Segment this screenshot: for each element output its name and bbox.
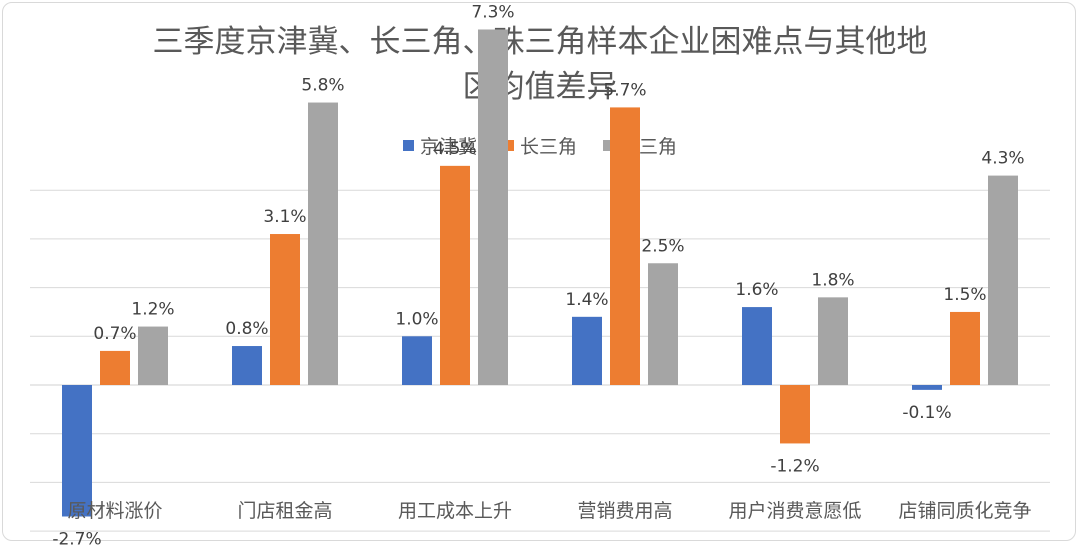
chart-legend: 京津冀 长三角 珠三角 (0, 132, 1080, 158)
bar-3-3 (478, 29, 508, 386)
data-label-3-2: 5.8% (301, 76, 344, 96)
x-tick-label-5: 用户消费意愿低 (728, 500, 861, 522)
data-label-3-1: 1.2% (131, 300, 174, 320)
x-tick-label-4: 营销费用高 (577, 500, 672, 522)
bar-3-4 (648, 263, 678, 385)
x-tick-label-3: 用工成本上升 (398, 500, 512, 522)
data-label-2-1: 0.7% (93, 324, 136, 344)
legend-label-series-2: 长三角 (519, 135, 577, 158)
legend-label-series-1: 京津冀 (419, 135, 477, 158)
bar-1-5 (742, 307, 772, 385)
data-label-3-6: 4.3% (981, 149, 1024, 169)
bar-3-6 (988, 175, 1018, 385)
legend-item-series-1: 京津冀 (402, 132, 477, 159)
x-tick-label-1: 原材料涨价 (67, 500, 162, 522)
legend-swatch-series-3 (603, 139, 614, 151)
data-label-2-5: -1.2% (770, 456, 819, 476)
data-label-1-6: -0.1% (902, 403, 951, 423)
bar-3-2 (308, 102, 338, 385)
bar-1-4 (572, 316, 602, 385)
bar-1-1 (62, 385, 92, 517)
bar-1-2 (232, 346, 262, 385)
data-label-3-5: 1.8% (811, 270, 854, 290)
bar-2-1 (100, 350, 130, 385)
chart-title-line-1: 三季度京津冀、长三角、珠三角样本企业困难点与其他地 (152, 24, 928, 60)
data-label-1-1: -2.7% (52, 529, 101, 545)
data-label-1-3: 1.0% (395, 309, 438, 329)
data-label-1-4: 1.4% (565, 290, 608, 310)
data-label-2-4: 5.7% (603, 80, 646, 100)
bar-2-4 (610, 107, 640, 385)
data-label-2-6: 1.5% (943, 285, 986, 305)
data-label-1-5: 1.6% (735, 280, 778, 300)
data-label-2-2: 3.1% (263, 207, 306, 227)
chart-title: 三季度京津冀、长三角、珠三角样本企业困难点与其他地 区均值差异 (0, 20, 1080, 110)
bar-1-3 (402, 336, 432, 385)
data-label-3-4: 2.5% (641, 236, 684, 256)
x-tick-label-6: 店铺同质化竞争 (898, 500, 1031, 522)
x-tick-label-2: 门店租金高 (237, 500, 332, 522)
legend-swatch-series-1 (402, 139, 414, 151)
legend-swatch-series-2 (502, 139, 514, 151)
data-label-2-3: 4.5% (433, 139, 476, 159)
bar-2-6 (950, 311, 980, 385)
bar-2-3 (440, 165, 470, 385)
bar-3-5 (818, 297, 848, 385)
bar-3-1 (138, 326, 168, 385)
bar-2-2 (270, 234, 300, 385)
legend-item-series-2: 长三角 (502, 132, 577, 159)
data-label-1-2: 0.8% (225, 319, 268, 339)
bar-2-5 (780, 385, 810, 444)
bar-1-6 (912, 385, 942, 390)
data-label-3-3: 7.3% (471, 2, 514, 22)
